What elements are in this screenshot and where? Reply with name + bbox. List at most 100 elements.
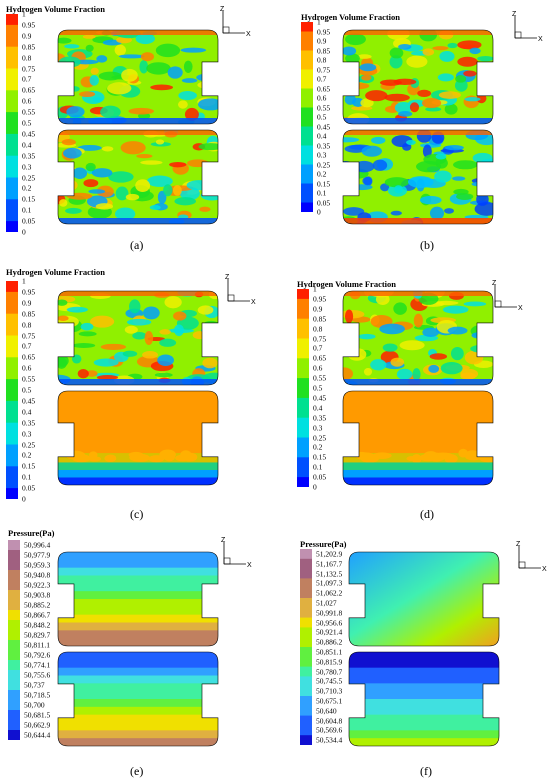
colorbar-cell: [297, 348, 309, 359]
colorbar-tick-label: 0.9: [313, 304, 323, 314]
colorbar-tick-label: 0.1: [22, 472, 32, 482]
colorbar-tick-label: 50,675.1: [316, 696, 343, 706]
panel-e: Pressure(Pa) 50,996.4 50,977.9 50,959.3 50,9…: [0, 522, 275, 783]
colorbar-tick-label: 0.65: [22, 85, 36, 95]
colorbar-title: Pressure(Pa): [8, 528, 55, 538]
colorbar-tick-label: 0.45: [22, 396, 36, 406]
colorbar-tick-label: 0.95: [22, 287, 36, 297]
axis-triad-icon: ZX: [512, 11, 543, 43]
colorbar-cell: [297, 358, 309, 369]
colorbar: [6, 14, 18, 232]
colorbar-tick-label: 0.4: [22, 140, 32, 150]
colorbar-cell: [8, 710, 20, 721]
colorbar-cell: [6, 302, 18, 315]
colorbar-cell: [6, 101, 18, 113]
colorbar-tick-label: 0.6: [317, 93, 327, 103]
colorbar-cell: [6, 112, 18, 124]
colorbar-tick-label: 0.95: [313, 294, 327, 304]
colorbar-cell: [8, 610, 20, 621]
colorbar-tick-label: 0.15: [317, 178, 331, 188]
colorbar-tick-label: 0: [317, 207, 321, 217]
colorbar-cell: [8, 540, 20, 551]
colorbar-tick-label: 0.5: [317, 112, 327, 122]
colorbar-cell: [300, 617, 312, 628]
colorbar-tick-label: 0.4: [313, 403, 323, 413]
colorbar-tick-label: 50,710.3: [316, 686, 343, 696]
axis-label-z: Z: [492, 280, 497, 287]
colorbar-tick-label: 0.6: [22, 363, 32, 373]
upper-tank-contour: [343, 30, 493, 124]
colorbar-tick-label: 0.75: [22, 63, 36, 73]
colorbar-tick-label: 50,662.9: [24, 720, 51, 730]
colorbar-tick-label: 50,774.1: [24, 660, 51, 670]
colorbar: [6, 281, 18, 499]
colorbar-cell: [6, 335, 18, 347]
colorbar-cell: [301, 69, 313, 80]
colorbar-cell: [8, 660, 20, 671]
colorbar-tick-label: 0.7: [22, 74, 32, 84]
colorbar-tick-label: 0.3: [317, 150, 327, 160]
colorbar-tick-label: 0.55: [22, 374, 36, 384]
panel-caption: (b): [420, 238, 434, 252]
colorbar-tick-label: 51,027: [316, 598, 337, 608]
colorbar-tick-label: 50,534.4: [316, 735, 343, 745]
colorbar-tick-label: 50,956.6: [316, 617, 343, 627]
axis-label-x: X: [251, 299, 256, 306]
colorbar-cell: [300, 549, 312, 560]
colorbar-tick-label: 50,922.3: [24, 580, 51, 590]
colorbar-cell: [301, 117, 313, 127]
colorbar-tick-label: 0.5: [22, 385, 32, 395]
axis-label-x: X: [247, 562, 252, 569]
colorbar-tick-label: 50,851.1: [316, 647, 343, 657]
colorbar-cell: [300, 607, 312, 619]
axis-label-z: Z: [516, 541, 521, 548]
colorbar-cell: [6, 433, 18, 445]
colorbar-tick-label: 0: [22, 227, 26, 237]
colorbar-cell: [6, 57, 18, 69]
colorbar-tick-label: 51,202.9: [316, 549, 343, 559]
colorbar-tick-label: 0.05: [22, 216, 36, 226]
colorbar-cell: [6, 144, 18, 157]
colorbar-cell: [300, 598, 312, 609]
colorbar-cell: [8, 550, 20, 561]
colorbar-tick-label: 50,780.7: [316, 666, 343, 676]
colorbar-cell: [297, 447, 309, 458]
colorbar-cell: [6, 488, 18, 499]
colorbar-cell: [6, 368, 18, 380]
colorbar-title: Hydrogen Volume Fraction: [297, 279, 397, 289]
colorbar: [301, 22, 313, 212]
colorbar-tick-label: 0.7: [313, 343, 323, 353]
colorbar-cell: [6, 444, 18, 456]
panel-caption: (e): [130, 764, 144, 778]
colorbar-tick-label: 0.1: [313, 462, 323, 472]
colorbar-tick-label: 0.65: [22, 352, 36, 362]
colorbar-tick-label: 0.1: [317, 188, 327, 198]
colorbar-cell: [300, 568, 312, 579]
colorbar-cell: [6, 281, 18, 293]
colorbar-cell: [6, 14, 18, 26]
colorbar-cell: [301, 22, 313, 32]
colorbar-cell: [6, 123, 18, 135]
colorbar-cell: [300, 666, 312, 677]
colorbar-tick-label: 0.05: [22, 483, 36, 493]
colorbar-tick-label: 0.5: [22, 118, 32, 128]
colorbar-tick-label: 0.2: [313, 442, 323, 452]
colorbar-tick-label: 0.25: [22, 172, 36, 182]
colorbar-tick-label: 0.15: [313, 452, 327, 462]
colorbar-cell: [300, 676, 312, 687]
colorbar-cell: [301, 174, 313, 184]
axis-label-z: Z: [220, 6, 225, 13]
colorbar-tick-label: 0.15: [22, 461, 36, 471]
lower-tank-contour: [343, 130, 493, 224]
colorbar-tick-label: 0.8: [313, 323, 323, 333]
colorbar-tick-label: 0.85: [22, 41, 36, 51]
colorbar-cell: [300, 627, 312, 638]
axis-label-x: X: [542, 566, 547, 573]
colorbar-tick-label: 0.2: [22, 183, 32, 193]
axis-label-z: Z: [221, 537, 226, 544]
colorbar-tick-label: 50,792.6: [24, 650, 51, 660]
colorbar-cell: [6, 166, 18, 178]
colorbar-tick-label: 50,991.8: [316, 607, 343, 617]
colorbar-tick-label: 50,921.4: [316, 627, 343, 637]
colorbar-cell: [6, 155, 18, 168]
